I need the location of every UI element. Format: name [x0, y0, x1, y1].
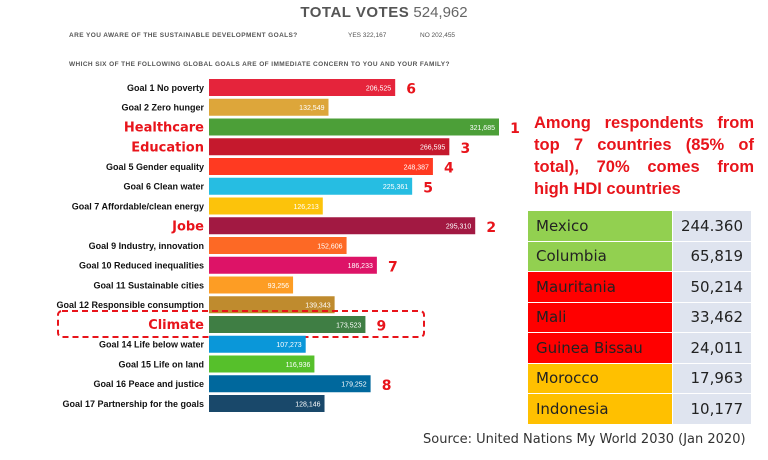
- rank-label: 3: [460, 141, 470, 157]
- value-label: 179,252: [341, 382, 366, 389]
- chart-title: TOTAL VOTES 524,962: [0, 4, 768, 21]
- category-label: Goal 2 Zero hunger: [121, 103, 204, 113]
- value-label: 206,525: [366, 85, 391, 92]
- country-name: Mauritania: [527, 271, 673, 303]
- value-label: 93,256: [268, 283, 290, 290]
- country-name: Morocco: [527, 362, 673, 394]
- value-label: 186,233: [348, 263, 373, 270]
- value-label: 132,549: [299, 105, 324, 112]
- bar: [209, 118, 499, 136]
- country-name: Guinea Bissau: [527, 332, 673, 364]
- country-row: Indonesia 10,177: [527, 393, 753, 425]
- country-value: 33,462: [671, 301, 753, 333]
- country-row: Mauritania 50,214: [527, 271, 753, 303]
- value-label: 248,387: [404, 164, 429, 171]
- rank-label: 5: [423, 180, 433, 196]
- value-label: 126,213: [293, 204, 318, 211]
- awareness-question: ARE YOU AWARE OF THE SUSTAINABLE DEVELOP…: [69, 32, 298, 39]
- bar: [209, 79, 396, 96]
- bar: [209, 375, 371, 393]
- rank-label: 7: [388, 259, 398, 275]
- total-votes-value: 524,962: [413, 4, 468, 21]
- bar: [209, 158, 433, 175]
- country-value: 65,819: [671, 240, 753, 272]
- bar: [209, 276, 294, 294]
- country-row: Mali 33,462: [527, 301, 753, 333]
- bar: [209, 217, 476, 235]
- category-label: Healthcare: [124, 121, 204, 136]
- bar: [209, 256, 377, 274]
- category-label: Goal 12 Responsible consumption: [56, 300, 204, 310]
- country-name: Columbia: [527, 240, 673, 272]
- category-label: Goal 7 Affordable/clean energy: [72, 201, 204, 211]
- category-label: Goal 9 Industry, innovation: [89, 241, 204, 251]
- value-label: 107,273: [276, 342, 301, 349]
- country-row: Guinea Bissau 24,011: [527, 332, 753, 364]
- category-label: Goal 16 Peace and justice: [93, 379, 204, 389]
- rank-label: 6: [406, 82, 416, 98]
- category-label: Goal 10 Reduced inequalities: [79, 261, 204, 271]
- country-row: Morocco 17,963: [527, 362, 753, 394]
- category-label: Goal 5 Gender equality: [106, 162, 204, 172]
- rank-label: 2: [486, 220, 496, 236]
- value-label: 266,595: [420, 145, 445, 152]
- yes-count: YES 322,167: [348, 32, 387, 39]
- country-value: 244.360: [671, 210, 753, 242]
- bar: [209, 138, 450, 156]
- category-label: Goal 1 No poverty: [127, 83, 204, 93]
- bar: [209, 197, 323, 215]
- category-label: Goal 15 Life on land: [118, 359, 204, 369]
- country-value: 17,963: [671, 362, 753, 394]
- rank-label: 1: [510, 121, 520, 137]
- category-label: Goal 6 Clean water: [123, 182, 204, 192]
- country-row: Mexico 244.360: [527, 210, 753, 242]
- value-label: 116,936: [286, 362, 311, 369]
- country-value: 24,011: [671, 332, 753, 364]
- bar: [209, 355, 315, 373]
- category-label: Climate: [148, 318, 204, 333]
- value-label: 152,606: [317, 243, 342, 250]
- country-row: Columbia 65,819: [527, 240, 753, 272]
- rank-label: 8: [382, 378, 392, 394]
- country-value: 50,214: [671, 271, 753, 303]
- bar: [209, 237, 347, 254]
- concern-question: WHICH SIX OF THE FOLLOWING GLOBAL GOALS …: [69, 61, 450, 68]
- value-label: 321,685: [470, 125, 495, 132]
- value-label: 173,523: [336, 322, 361, 329]
- bar: [209, 335, 306, 353]
- countries-table: Mexico 244.360 Columbia 65,819 Mauritania 50,…: [527, 210, 753, 425]
- value-label: 225,361: [383, 184, 408, 191]
- goals-bar-chart: Goal 1 No poverty 206,525 6 Goal 2 Zero hun…: [56, 79, 520, 412]
- bar: [209, 296, 335, 314]
- callout-text: Among respondents from top 7 countries (…: [534, 114, 754, 198]
- category-label: Jobe: [171, 219, 204, 234]
- country-name: Indonesia: [527, 393, 673, 425]
- category-label: Goal 17 Partnership for the goals: [62, 399, 204, 409]
- bar: [209, 177, 413, 195]
- no-count: NO 202,455: [420, 32, 456, 39]
- bar: [209, 98, 329, 116]
- value-label: 139,343: [305, 303, 330, 310]
- country-value: 10,177: [671, 393, 753, 425]
- value-label: 295,310: [446, 224, 471, 231]
- country-name: Mali: [527, 301, 673, 333]
- bar: [209, 395, 325, 412]
- country-name: Mexico: [527, 210, 673, 242]
- category-label: Goal 14 Life below water: [99, 340, 205, 350]
- bar: [209, 316, 366, 333]
- category-label: Goal 11 Sustainable cities: [93, 280, 204, 290]
- source-note: Source: United Nations My World 2030 (Ja…: [423, 432, 746, 447]
- rank-label: 9: [377, 319, 387, 335]
- climate-highlight-box: [57, 310, 425, 338]
- rank-label: 4: [444, 161, 454, 177]
- total-votes-label: TOTAL VOTES: [300, 4, 410, 21]
- category-label: Education: [131, 140, 204, 155]
- value-label: 128,146: [295, 401, 320, 408]
